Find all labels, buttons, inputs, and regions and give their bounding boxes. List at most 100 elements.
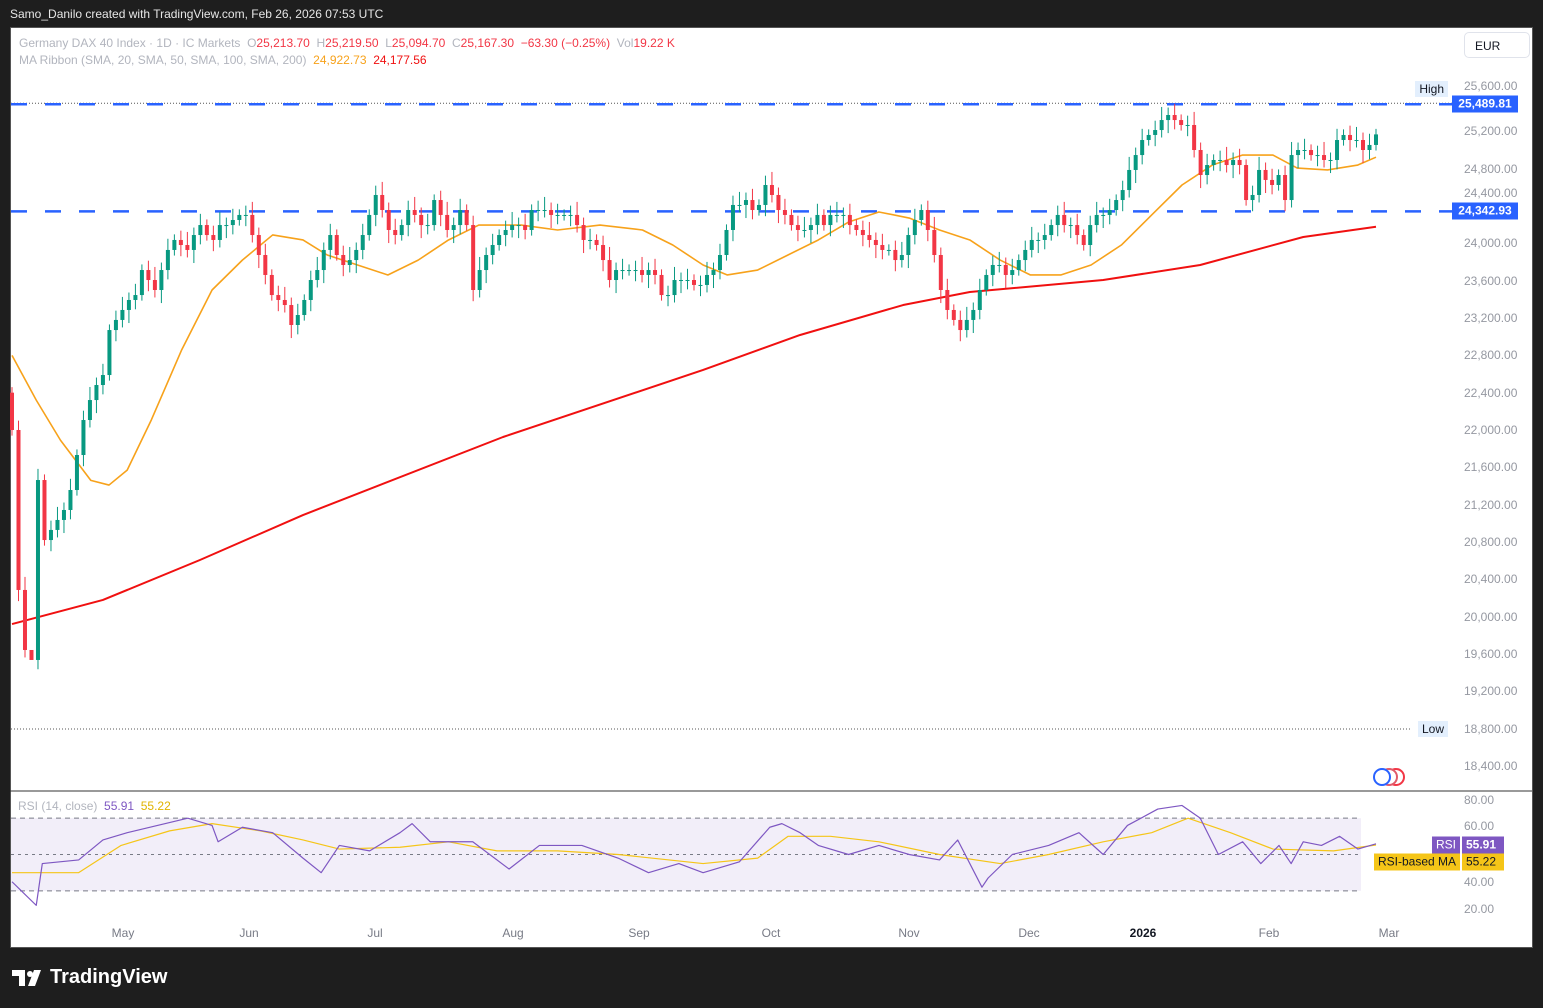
candle-up: [1088, 225, 1093, 246]
candle-up: [107, 330, 112, 376]
candle-up: [328, 235, 333, 250]
tradingview-logo[interactable]: TradingView: [12, 966, 167, 989]
candle-down: [1237, 159, 1242, 166]
candle-down: [867, 235, 872, 240]
candle-down: [893, 249, 898, 261]
candle-up: [542, 210, 547, 212]
candle-down: [659, 274, 664, 296]
candle-up: [1354, 140, 1359, 142]
event-badge-icon: [1373, 768, 1391, 786]
price-axis-label: 19,200.00: [1464, 684, 1518, 699]
month-label: Mar: [1378, 926, 1400, 940]
rsi-tag: RSI: [1431, 836, 1460, 854]
candle-up: [698, 284, 703, 286]
price-axis-label: 18,400.00: [1464, 758, 1518, 773]
candle-up: [1029, 239, 1034, 250]
candle-up: [113, 319, 118, 331]
candle-up: [666, 295, 671, 297]
support-price-tag: 24,342.93: [1452, 202, 1518, 220]
candle-up: [828, 214, 833, 226]
candle-up: [1094, 214, 1099, 226]
candle-up: [81, 420, 86, 456]
candle-up: [347, 260, 352, 265]
candle-up: [1302, 149, 1307, 151]
candle-up: [1016, 260, 1021, 271]
candle-up: [802, 229, 807, 231]
candle-down: [393, 229, 398, 236]
brand-name: TradingView: [50, 966, 168, 988]
candle-down: [178, 239, 183, 246]
candle-down: [341, 254, 346, 265]
candle-up: [588, 239, 593, 241]
candle-up: [685, 280, 690, 282]
candle-down: [958, 319, 963, 331]
rsi-ma-value: 55.22: [140, 799, 171, 813]
candle-down: [289, 305, 294, 325]
candle-up: [984, 274, 989, 290]
candle-up: [555, 214, 560, 216]
candle-up: [1146, 134, 1151, 141]
candle-up: [711, 270, 716, 275]
candle-up: [243, 214, 248, 216]
candle-down: [152, 280, 157, 290]
candle-down: [1198, 149, 1203, 176]
sma20-value: 24,922.73: [313, 53, 367, 67]
candle-up: [1159, 120, 1164, 131]
candle-down: [471, 225, 476, 290]
candle-down: [334, 235, 339, 255]
candle-up: [964, 319, 969, 331]
candle-down: [782, 210, 787, 215]
symbol-name[interactable]: Germany DAX 40 Index · 1D · IC Markets: [19, 36, 241, 50]
candle-down: [146, 270, 151, 281]
month-label: Sep: [628, 926, 650, 940]
candle-up: [1153, 130, 1158, 135]
ma-ribbon-label[interactable]: MA Ribbon (SMA, 20, SMA, 50, SMA, 100, S…: [19, 53, 307, 67]
candle-down: [575, 214, 580, 226]
candle-up: [367, 214, 372, 236]
candle-down: [750, 200, 755, 211]
month-label: Oct: [761, 926, 781, 940]
candle-up: [139, 270, 144, 296]
currency-button[interactable]: EUR: [1464, 32, 1530, 58]
candle-down: [640, 270, 645, 275]
candle-up: [120, 309, 125, 320]
candle-up: [354, 249, 359, 261]
candle-down: [263, 254, 268, 275]
month-label: May: [111, 926, 135, 940]
candle-up: [191, 235, 196, 250]
candle-up: [627, 270, 632, 272]
candle-down: [692, 280, 696, 285]
candle-up: [237, 214, 242, 220]
candle-down: [951, 309, 956, 320]
candle-down: [789, 214, 794, 226]
symbol-legend: Germany DAX 40 Index · 1D · IC Markets O…: [19, 36, 675, 50]
candle-down: [847, 214, 852, 226]
candle-up: [717, 254, 722, 271]
candle-up: [919, 210, 924, 220]
candle-down: [380, 194, 385, 211]
candle-up: [503, 229, 508, 236]
candle-up: [529, 210, 534, 230]
candle-up: [1205, 165, 1210, 176]
candle-down: [776, 194, 781, 211]
candle-down: [1309, 149, 1314, 156]
candle-up: [1010, 270, 1015, 275]
price-axis-label: 20,400.00: [1464, 572, 1518, 587]
candle-down: [1283, 175, 1288, 201]
price-axis-label: 20,800.00: [1464, 534, 1518, 549]
candle-down: [1081, 235, 1086, 246]
rsi-legend: RSI (14, close) 55.91 55.22: [18, 799, 171, 813]
candle-down: [1322, 155, 1327, 160]
sma200-value: 24,177.56: [373, 53, 427, 67]
candle-down: [22, 589, 27, 650]
candle-up: [899, 254, 904, 261]
rsi-label[interactable]: RSI (14, close): [18, 799, 98, 813]
candle-up: [971, 309, 976, 320]
candle-up: [61, 509, 66, 520]
price-axis-label: 22,000.00: [1464, 422, 1518, 437]
candle-down: [880, 245, 885, 250]
candle-down: [601, 245, 606, 261]
candle-up: [841, 214, 846, 216]
candle-up: [763, 184, 768, 205]
